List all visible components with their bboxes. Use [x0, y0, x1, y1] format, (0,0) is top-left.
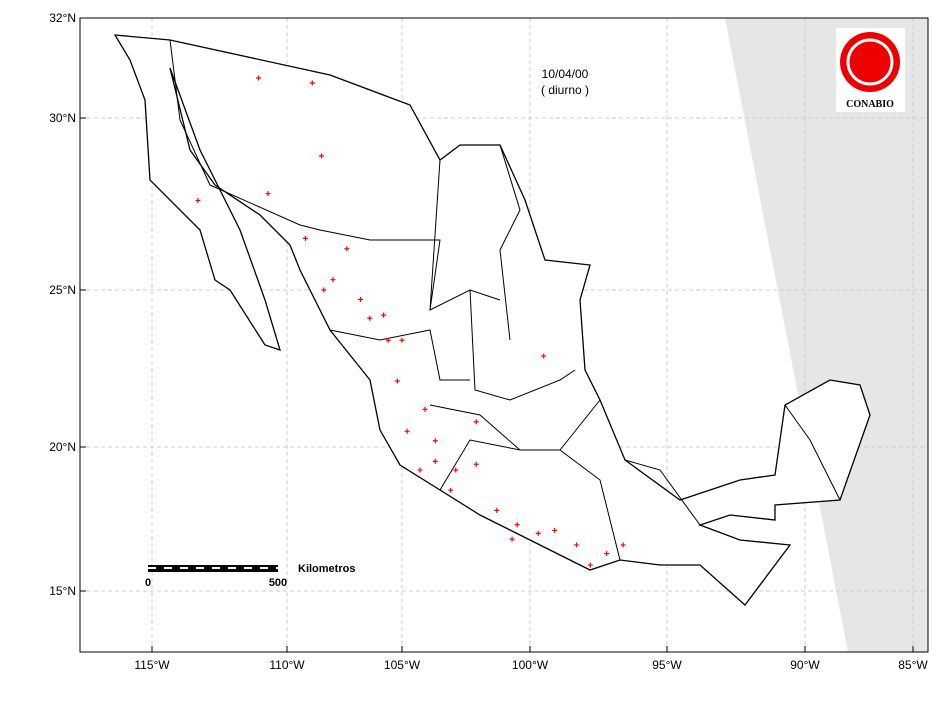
hotspot [473, 419, 479, 425]
logo: CONABIO [836, 28, 905, 112]
hotspot [494, 507, 500, 513]
mexico-outline [113, 34, 871, 606]
lon-tick-label: 85°W [898, 658, 928, 672]
scale-end: 500 [269, 577, 287, 589]
hotspot [552, 528, 558, 534]
hotspot [587, 562, 593, 568]
hotspot [620, 542, 626, 548]
hotspot [330, 277, 336, 283]
hotspot [514, 522, 520, 528]
hotspot [453, 467, 459, 473]
lon-tick-label: 90°W [790, 658, 820, 672]
lat-tick-label: 20°N [49, 440, 76, 454]
hotspot [404, 428, 410, 434]
hotspot [473, 461, 479, 467]
lat-tick-label: 15°N [49, 584, 76, 598]
hotspot [256, 75, 262, 81]
scale-start: 0 [145, 577, 151, 589]
hotspot [344, 246, 350, 252]
lon-tick-label: 110°W [269, 658, 305, 672]
lat-tick-label: 32°N [49, 11, 76, 25]
hotspot [399, 337, 405, 343]
logo-ring [846, 38, 894, 86]
hotspot [367, 315, 373, 321]
hotspot [195, 198, 201, 204]
hotspot [574, 542, 580, 548]
scale-bar: 0 500 Kilometros [145, 563, 356, 589]
hotspot [422, 406, 428, 412]
hotspot [432, 458, 438, 464]
night-region [725, 18, 928, 652]
lon-tick-label: 95°W [652, 658, 682, 672]
hotspot [394, 378, 400, 384]
scale-unit: Kilometros [298, 563, 355, 575]
hotspot [319, 153, 324, 159]
lon-tick-label: 100°W [512, 658, 549, 672]
hotspot [448, 487, 454, 493]
hotspot [358, 296, 364, 302]
hotspots [195, 75, 626, 568]
lon-tick-label: 115°W [134, 658, 170, 672]
map-frame [79, 17, 929, 653]
hotspot [302, 235, 308, 241]
hotspot [417, 467, 423, 473]
hotspot [381, 312, 387, 318]
mode-label: ( diurno ) [541, 83, 589, 97]
hotspot [535, 530, 541, 536]
hotspot [604, 551, 610, 557]
hotspot [385, 337, 391, 343]
logo-text: CONABIO [846, 99, 894, 110]
hotspot [432, 438, 438, 444]
lat-tick-label: 25°N [49, 283, 76, 297]
lon-tick-label: 105°W [384, 658, 421, 672]
hotspot [541, 353, 547, 359]
hotspot [321, 287, 327, 293]
state-borders [169, 39, 841, 561]
hotspot [309, 80, 315, 86]
lat-tick-label: 30°N [49, 111, 76, 125]
hotspot [265, 191, 271, 197]
hotspot [509, 536, 515, 542]
date-label: 10/04/00 [542, 67, 589, 81]
